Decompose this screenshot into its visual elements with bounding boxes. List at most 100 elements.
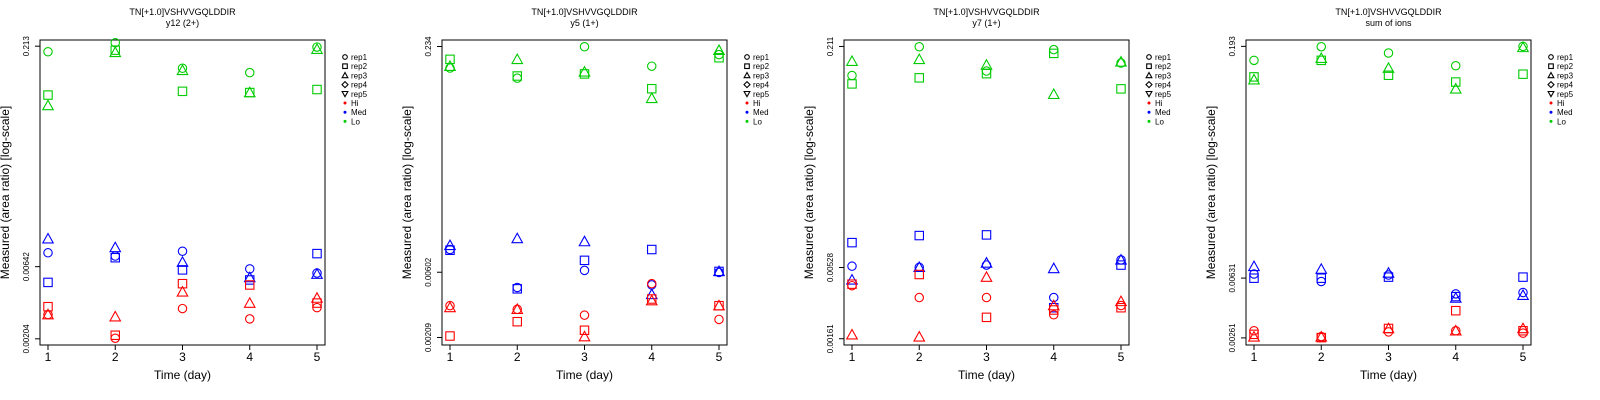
y-tick-label: 0.00631 [1228,263,1237,292]
point-hi-rep3-day1 [41,308,55,320]
y-tick-label: 0.213 [22,36,31,57]
point-med-rep3-day1 [443,239,457,251]
point-hi-rep1-day2 [914,292,924,303]
point-lo-rep2-day2 [512,71,522,81]
x-tick-label: 3 [983,350,990,364]
point-hi-rep3-day3 [1382,322,1395,334]
point-med-rep2-day3 [177,265,188,275]
point-hi-rep1-day3 [981,292,992,303]
point-med-rep1-day3 [579,265,590,276]
legend-label-rep2: rep2 [753,62,770,71]
point-hi-rep3-day4 [645,294,658,306]
point-med-rep3-day2 [511,232,524,244]
point-lo-rep3-day2 [913,53,926,65]
point-med-rep3-day5 [712,265,726,277]
x-tick-label: 5 [314,350,321,364]
legend-label-rep1: rep1 [753,53,770,62]
point-lo-rep2-day5 [714,52,724,63]
legend-dot-med [343,110,347,114]
point-med-rep3-day2 [913,260,926,273]
point-hi-rep1-day5 [714,314,724,325]
legend-label-lo: Lo [1557,117,1566,126]
point-med-rep2-day4 [646,244,657,255]
point-lo-rep1-day4 [1451,60,1461,71]
legend-marker-rep2 [342,63,348,70]
legend-label-rep5: rep5 [753,90,770,99]
legend-label-lo: Lo [753,117,762,126]
chart-subtitle: y5 (1+) [570,18,598,28]
point-hi-rep2-day1 [43,301,53,312]
legend-label-lo: Lo [1155,117,1164,126]
legend-dot-med [745,110,749,114]
point-lo-rep2-day5 [312,84,322,95]
chart-title: TN[+1.0]VSHVVGQLDDIR [531,7,638,17]
legend-label-hi: Hi [753,99,761,108]
legend-label-rep2: rep2 [1557,62,1574,71]
y-tick-label: 0.00602 [424,257,433,286]
legend-dot-hi [1147,101,1151,105]
point-lo-rep1-day1 [847,70,857,81]
point-med-rep3-day4 [243,271,256,283]
point-lo-rep1-day3 [579,42,590,52]
plot-frame [441,39,728,346]
legend-label-lo: Lo [351,117,360,126]
point-med-rep3-day3 [980,256,993,268]
legend-dot-med [1549,110,1553,114]
point-lo-rep3-day4 [1047,87,1060,100]
point-lo-rep2-day1 [1249,72,1259,82]
chart-title: TN[+1.0]VSHVVGQLDDIR [933,7,1040,17]
point-med-rep2-day3 [579,255,590,266]
legend-label-rep4: rep4 [1557,81,1574,90]
point-hi-rep2-day3 [177,278,188,289]
legend-label-rep5: rep5 [1155,90,1172,99]
legend-marker-rep1 [744,54,750,60]
point-hi-rep2-day3 [981,312,992,323]
point-med-rep1-day3 [177,246,188,257]
point-hi-rep3-day5 [1114,295,1128,307]
point-hi-rep2-day1 [847,279,857,289]
x-tick-label: 3 [1385,350,1392,364]
point-med-rep3-day5 [310,267,324,279]
x-tick-label: 4 [1452,350,1459,364]
chart-title: TN[+1.0]VSHVVGQLDDIR [1335,7,1442,17]
legend-dot-med [1147,110,1151,114]
point-hi-rep2-day4 [1451,305,1461,316]
point-med-rep2-day2 [512,284,522,294]
point-med-rep2-day1 [847,237,857,248]
legend-marker-rep1 [342,54,348,60]
point-lo-rep2-day5 [1518,69,1528,79]
point-lo-rep2-day4 [1049,48,1059,59]
point-med-rep3-day3 [176,255,189,267]
point-med-rep3-day3 [1382,266,1395,278]
point-hi-rep3-day2 [913,330,926,342]
legend-label-rep5: rep5 [351,90,368,99]
x-axis-label: Time (day) [958,368,1015,382]
point-hi-rep3-day3 [578,330,591,342]
legend-marker-rep3 [1547,71,1555,79]
point-hi-rep2-day2 [914,269,924,280]
point-hi-rep2-day2 [110,330,121,340]
point-hi-rep2-day4 [245,280,255,290]
point-med-rep2-day1 [445,245,455,255]
point-lo-rep2-day3 [1383,70,1394,80]
point-hi-rep3-day1 [1247,330,1261,342]
legend-marker-rep4 [341,80,349,89]
point-lo-rep3-day5 [712,43,726,56]
y-axis-label: Measured (area ratio) [log-scale] [0,106,12,279]
legend-label-rep4: rep4 [1155,81,1172,90]
legend-marker-rep3 [743,71,751,79]
legend-label-rep5: rep5 [1557,90,1574,99]
legend-marker-rep2 [1548,63,1554,70]
legend-label-med: Med [753,108,769,117]
chart-subtitle: y7 (1+) [972,18,1000,28]
point-med-rep3-day1 [845,273,859,285]
point-hi-rep3-day2 [109,310,122,322]
point-hi-rep3-day5 [1516,322,1530,334]
point-lo-rep1-day1 [43,46,53,57]
point-lo-rep1-day4 [245,67,255,78]
plot-frame [39,39,326,346]
x-tick-label: 2 [514,350,521,364]
point-lo-rep3-day4 [645,91,658,104]
